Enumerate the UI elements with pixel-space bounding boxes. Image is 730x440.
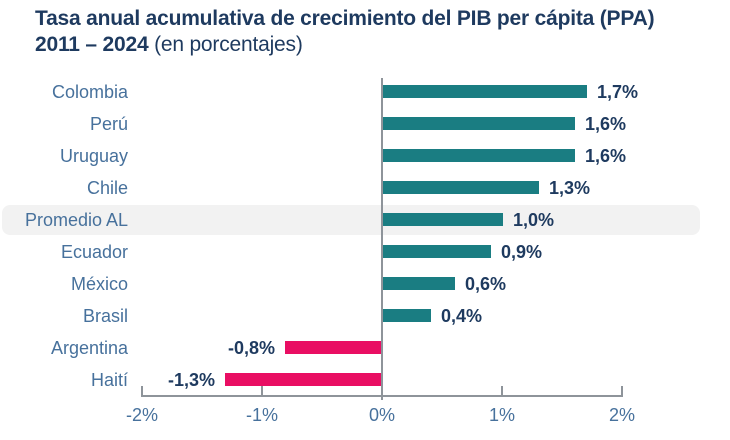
chart-row: Colombia 1,7% <box>0 76 730 108</box>
x-axis-tick-label: -1% <box>245 405 278 425</box>
value-label: 0,9% <box>501 242 543 262</box>
chart-row: Promedio AL 1,0% <box>0 204 730 236</box>
bar-argentina <box>285 341 381 354</box>
chart-row: Brasil 0,4% <box>0 300 730 332</box>
x-axis-tick-label: -2% <box>125 405 158 425</box>
x-axis-tick <box>501 386 503 397</box>
chart-title-period: 2011 – 2024 <box>35 33 149 56</box>
category-label: Brasil <box>82 306 128 326</box>
value-label: 1,6% <box>585 146 627 166</box>
bar-haití <box>225 373 381 386</box>
chart-row: Haití -1,3% <box>0 364 730 396</box>
zero-baseline <box>381 78 383 400</box>
value-label: -0,8% <box>227 338 275 358</box>
value-label: 0,4% <box>441 306 483 326</box>
category-label: Perú <box>89 114 128 134</box>
chart-title: Tasa anual acumulativa de crecimiento de… <box>35 6 725 58</box>
x-axis-tick-label: 1% <box>488 405 515 425</box>
value-label: -1,3% <box>167 370 215 390</box>
bar-promedio-al <box>383 213 503 226</box>
highlight-band <box>2 205 700 235</box>
chart-row: Chile 1,3% <box>0 172 730 204</box>
chart-row: México 0,6% <box>0 268 730 300</box>
chart-title-units: (en porcentajes) <box>148 33 303 56</box>
chart-plot-area: Colombia 1,7% Perú 1,6% Uruguay 1,6% Chile 1,3%… <box>0 76 730 400</box>
chart-row: Uruguay 1,6% <box>0 140 730 172</box>
x-axis-tick <box>621 386 623 397</box>
x-axis-tick-label: 2% <box>608 405 635 425</box>
bar-brasil <box>383 309 431 322</box>
bar-ecuador <box>383 245 491 258</box>
value-label: 0,6% <box>465 274 507 294</box>
bar-uruguay <box>383 149 575 162</box>
category-label: Chile <box>86 178 128 198</box>
x-axis-tick <box>141 386 143 397</box>
x-axis-tick-label: 0% <box>368 405 395 425</box>
category-label: Argentina <box>50 338 128 358</box>
bar-méxico <box>383 277 455 290</box>
value-label: 1,3% <box>549 178 591 198</box>
value-label: 1,7% <box>597 82 639 102</box>
category-label: Ecuador <box>60 242 128 262</box>
chart-row: Perú 1,6% <box>0 108 730 140</box>
category-label: México <box>70 274 128 294</box>
x-axis-tick <box>261 386 263 397</box>
bar-chile <box>383 181 539 194</box>
category-label: Uruguay <box>59 146 128 166</box>
bar-perú <box>383 117 575 130</box>
category-label: Haití <box>90 370 128 390</box>
value-label: 1,0% <box>513 210 555 230</box>
chart-title-line1: Tasa anual acumulativa de crecimiento de… <box>35 7 655 30</box>
chart-row: Ecuador 0,9% <box>0 236 730 268</box>
category-label: Promedio AL <box>24 210 128 230</box>
bar-colombia <box>383 85 587 98</box>
category-label: Colombia <box>51 82 128 102</box>
value-label: 1,6% <box>585 114 627 134</box>
chart-row: Argentina -0,8% <box>0 332 730 364</box>
